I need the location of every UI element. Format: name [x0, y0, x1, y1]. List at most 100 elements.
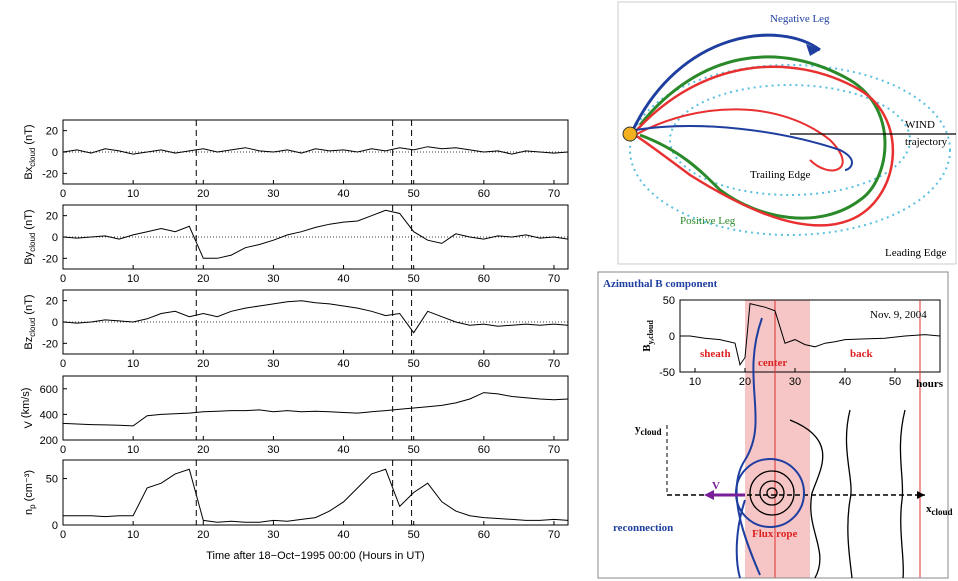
arrowhead: [704, 490, 714, 500]
x-tick-label: 30: [789, 376, 801, 388]
label: Negative Leg: [770, 13, 830, 25]
y-tick-label: 50: [663, 295, 675, 307]
y-label-main: V: [23, 420, 35, 428]
y-tick-label: 20: [46, 296, 58, 308]
x-tick-label: 10: [127, 444, 139, 456]
y-label-main: Bz: [23, 337, 35, 350]
x-tick-label: 30: [267, 444, 279, 456]
x-tick-label: 50: [408, 358, 420, 370]
data-line: [680, 302, 941, 367]
x-tick-label: 70: [548, 358, 560, 370]
y-axis-label: Bxcloud (nT): [23, 124, 37, 179]
panel-title: Azimuthal B component: [603, 278, 718, 290]
y-tick-label: 50: [46, 474, 58, 486]
y-axis-label: Bycloud (nT): [23, 209, 37, 264]
plot-frame: [62, 459, 569, 526]
x-tick-label: 30: [267, 358, 279, 370]
green-loop: [638, 55, 887, 220]
x-tick-label: 60: [478, 358, 490, 370]
y-label-unit: (nT): [23, 294, 35, 317]
x-tick-label: 40: [337, 358, 349, 370]
label: Flux rope: [752, 528, 797, 540]
field-loop: [766, 487, 778, 499]
field-line: [735, 499, 746, 579]
y-label-sub: cloud: [28, 233, 37, 252]
y-label-unit: (cm⁻³): [23, 470, 35, 505]
y-tick-label: 0: [52, 232, 58, 244]
x-tick-label: 20: [197, 358, 209, 370]
x-tick-label: 40: [337, 273, 349, 285]
negative-leg-arrow: [630, 33, 821, 133]
frame: [617, 1, 957, 265]
x-tick-label: 50: [408, 273, 420, 285]
x-tick-label: 20: [197, 273, 209, 285]
y-label-main: n: [23, 509, 35, 515]
y-tick-label: 0: [52, 317, 58, 329]
data-line: [63, 468, 569, 523]
x-tick-label: 0: [60, 188, 66, 200]
y-label-main: Bx: [23, 166, 35, 179]
x-tick-label: 0: [60, 273, 66, 285]
inner-boundary: [669, 84, 911, 196]
y-tick-label: 200: [40, 435, 58, 447]
axis-label-sub: cloud: [641, 427, 662, 437]
x-tick-label: 40: [337, 529, 349, 541]
y-label-unit: (nT): [23, 209, 35, 232]
data-line: [62, 209, 569, 259]
y-axis-label: np (cm⁻³): [23, 470, 37, 515]
x-tick-label: 10: [127, 188, 139, 200]
y-tick-label: -20: [42, 253, 58, 265]
red-inner: [634, 108, 844, 172]
y-label-sub: p: [28, 504, 37, 509]
x-tick-label: 60: [478, 273, 490, 285]
x-tick-label: 40: [337, 444, 349, 456]
x-tick-label: 20: [197, 188, 209, 200]
x-tick-label: 50: [408, 529, 420, 541]
x-tick-label: 70: [548, 444, 560, 456]
region-label: back: [850, 348, 874, 360]
axis-label: y: [635, 423, 641, 435]
x-tick-label: 20: [197, 444, 209, 456]
y-label-main: B: [641, 344, 653, 352]
x-tick-label: 10: [127, 529, 139, 541]
y-axis-label: Bzcloud (nT): [23, 294, 37, 349]
x-tick-label: 70: [548, 529, 560, 541]
plot-frame: [62, 375, 569, 441]
y-tick-label: 0: [669, 331, 675, 343]
y-axis-label: V (km/s): [20, 388, 35, 429]
annotation: Nov. 9, 2004: [870, 309, 927, 321]
x-tick-label: 50: [408, 444, 420, 456]
x-tick-label: 0: [60, 529, 66, 541]
y-tick-label: 20: [46, 126, 58, 138]
x-tick-label: 50: [889, 376, 901, 388]
arrowhead: [917, 491, 925, 499]
label: trajectory: [905, 136, 948, 148]
y-tick-label: -50: [659, 367, 675, 379]
x-unit: hours: [916, 378, 944, 390]
label: reconnection: [613, 522, 673, 534]
x-tick-label: 60: [478, 444, 490, 456]
x-axis-label: Time after 18−Oct−1995 00:00 (Hours in U…: [206, 550, 424, 562]
y-label-sub: y,cloud: [646, 320, 655, 345]
y-tick-label: 400: [40, 409, 58, 421]
arrowhead: [806, 44, 820, 56]
x-tick-label: 30: [267, 529, 279, 541]
region-label: sheath: [700, 348, 731, 360]
y-tick-label: 0: [52, 520, 58, 532]
data-line: [62, 146, 569, 155]
flux-rope-diagram: ycloud xcloud V reconnection Flux rope: [613, 317, 953, 579]
field-line: [845, 409, 853, 579]
x-tick-label: 0: [60, 444, 66, 456]
label: Trailing Edge: [750, 169, 811, 181]
x-tick-label: 20: [197, 529, 209, 541]
field-line: [899, 409, 906, 579]
y-tick-label: -20: [42, 168, 58, 180]
frame: [597, 271, 949, 579]
y-axis-label: By,cloud: [641, 320, 655, 352]
y-label-sub: cloud: [28, 148, 37, 167]
field-loop: [759, 480, 785, 506]
y-tick-label: -20: [42, 338, 58, 350]
y-label-main: By: [23, 251, 35, 264]
region-label: center: [758, 357, 787, 369]
